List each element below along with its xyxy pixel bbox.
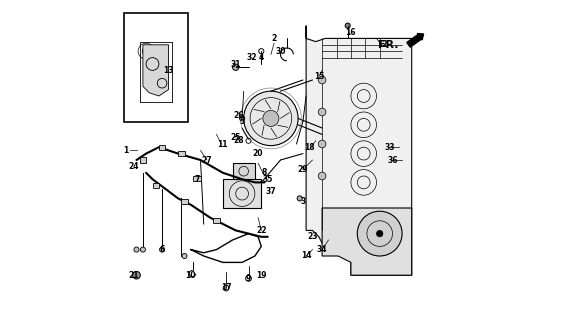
- Bar: [223, 179, 261, 208]
- Text: 10: 10: [186, 271, 196, 280]
- Bar: [140, 157, 146, 163]
- Circle shape: [182, 253, 187, 259]
- Text: 24: 24: [128, 162, 139, 171]
- Text: 6: 6: [159, 245, 165, 254]
- Bar: [123, 13, 188, 122]
- Circle shape: [357, 211, 402, 256]
- Text: 21: 21: [128, 271, 139, 280]
- Circle shape: [318, 108, 326, 116]
- Bar: [159, 145, 165, 150]
- Text: 8: 8: [262, 168, 267, 177]
- Bar: [181, 199, 188, 204]
- Text: 14: 14: [301, 252, 311, 260]
- Bar: [194, 176, 201, 181]
- Text: 27: 27: [201, 156, 212, 164]
- Circle shape: [263, 110, 279, 126]
- Text: 35: 35: [263, 175, 273, 184]
- Circle shape: [318, 172, 326, 180]
- Text: FR.: FR.: [379, 40, 399, 50]
- Bar: [213, 218, 220, 223]
- Text: 29: 29: [298, 165, 308, 174]
- Text: 4: 4: [259, 53, 264, 62]
- Bar: [178, 151, 185, 156]
- Text: 13: 13: [163, 66, 174, 75]
- Text: 34: 34: [317, 245, 328, 254]
- Text: 30: 30: [275, 47, 286, 56]
- Text: 32: 32: [246, 53, 257, 62]
- Text: 1: 1: [123, 146, 128, 155]
- Text: 7: 7: [195, 175, 200, 184]
- Circle shape: [134, 247, 139, 252]
- Text: 19: 19: [256, 271, 266, 280]
- Text: 20: 20: [253, 149, 263, 158]
- Circle shape: [159, 247, 165, 252]
- Circle shape: [243, 91, 298, 146]
- Circle shape: [318, 140, 326, 148]
- Text: 36: 36: [387, 156, 398, 164]
- Circle shape: [345, 23, 350, 28]
- Text: 23: 23: [307, 232, 318, 241]
- Text: 17: 17: [221, 284, 232, 292]
- Text: 25: 25: [231, 133, 241, 142]
- Text: 11: 11: [218, 140, 228, 148]
- Text: 31: 31: [231, 60, 241, 68]
- FancyArrow shape: [407, 34, 424, 47]
- Polygon shape: [322, 208, 412, 275]
- Text: 33: 33: [384, 143, 394, 152]
- Polygon shape: [143, 45, 168, 96]
- Text: 18: 18: [304, 143, 315, 152]
- Circle shape: [132, 271, 140, 279]
- Text: 22: 22: [256, 226, 266, 235]
- Bar: [232, 163, 255, 179]
- Text: 3: 3: [300, 197, 306, 206]
- Circle shape: [318, 76, 326, 84]
- Text: 2: 2: [272, 34, 277, 43]
- Text: 9: 9: [246, 274, 251, 283]
- Circle shape: [297, 196, 302, 201]
- Text: 5: 5: [240, 117, 245, 126]
- Text: 37: 37: [265, 188, 276, 196]
- Circle shape: [232, 64, 239, 70]
- Bar: [153, 183, 159, 188]
- Circle shape: [140, 247, 145, 252]
- Text: 12: 12: [378, 40, 388, 49]
- Text: 26: 26: [233, 111, 244, 120]
- Text: 16: 16: [346, 28, 356, 36]
- Circle shape: [376, 230, 383, 237]
- Polygon shape: [306, 26, 412, 275]
- Text: 15: 15: [314, 72, 324, 81]
- Text: 28: 28: [233, 136, 244, 145]
